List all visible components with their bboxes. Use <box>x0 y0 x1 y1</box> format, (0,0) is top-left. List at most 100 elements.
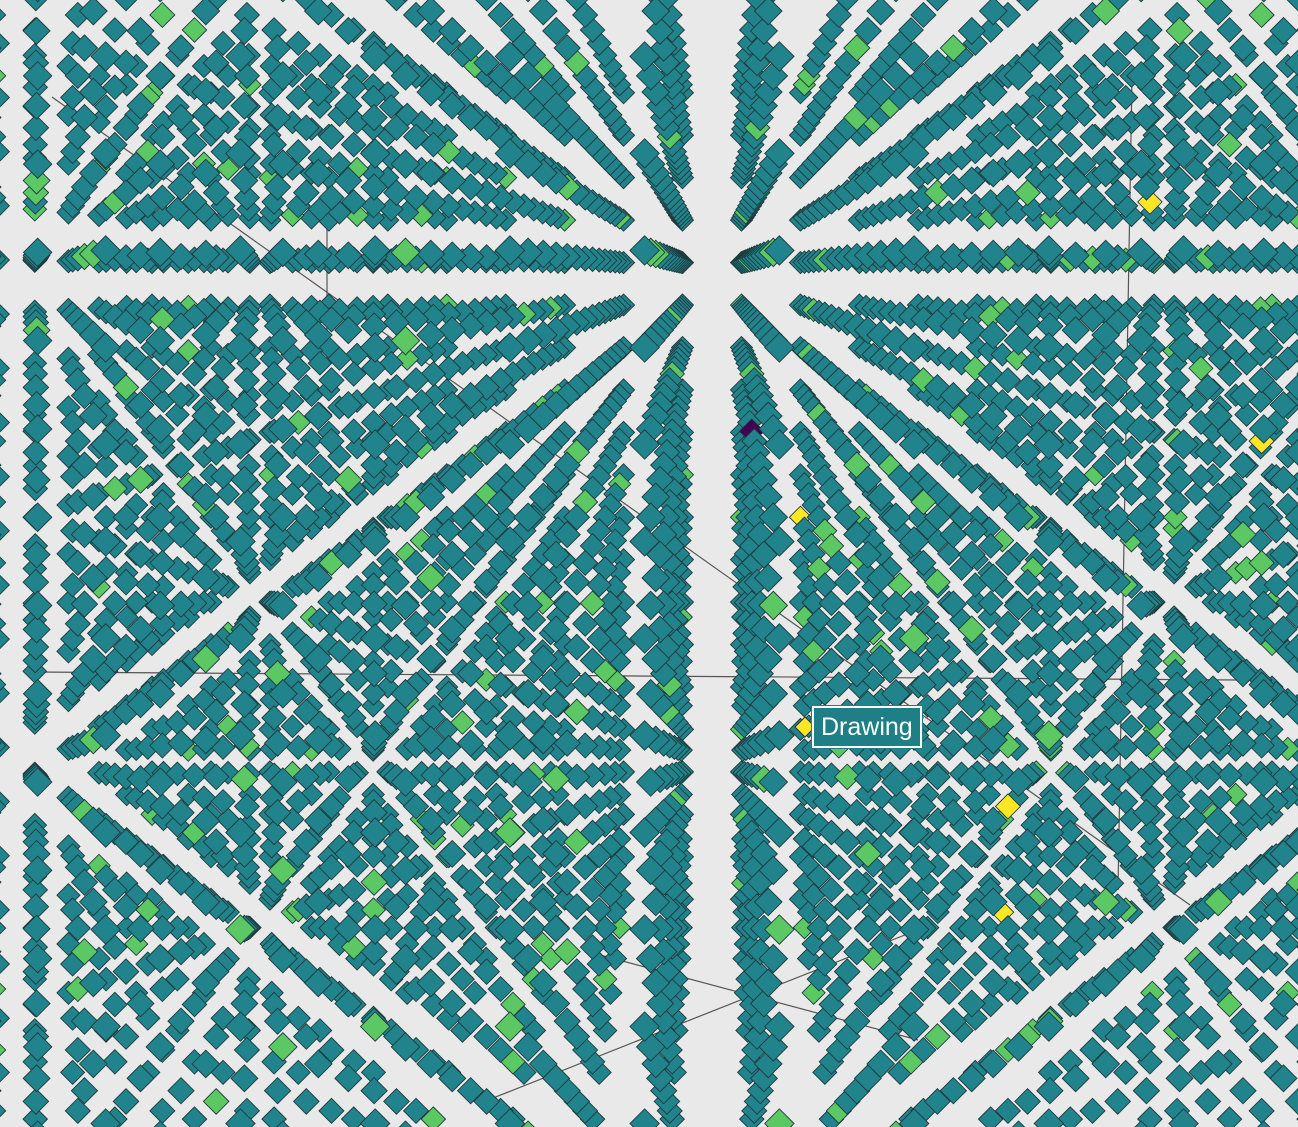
cube[interactable] <box>416 482 446 512</box>
cube[interactable] <box>1194 114 1222 142</box>
cube[interactable] <box>957 690 986 719</box>
cube[interactable] <box>1104 698 1132 726</box>
cube[interactable] <box>887 897 913 923</box>
cube[interactable] <box>416 0 446 26</box>
cube[interactable] <box>334 316 363 345</box>
cube[interactable] <box>225 235 256 266</box>
cube[interactable] <box>1004 1120 1032 1127</box>
cube[interactable] <box>1057 590 1084 617</box>
cube[interactable] <box>22 91 51 120</box>
cube[interactable] <box>818 647 845 674</box>
cube[interactable] <box>60 139 86 165</box>
cube[interactable] <box>898 1108 930 1127</box>
cube[interactable] <box>473 1088 501 1115</box>
cube[interactable] <box>473 1023 501 1050</box>
cube[interactable] <box>360 355 387 381</box>
cube[interactable] <box>22 893 50 921</box>
cube[interactable] <box>181 189 208 215</box>
cube[interactable] <box>1033 332 1065 363</box>
cube[interactable] <box>542 914 571 943</box>
cube[interactable] <box>592 607 618 633</box>
cube[interactable] <box>416 158 446 188</box>
cube[interactable] <box>528 482 558 512</box>
cube[interactable] <box>22 465 51 494</box>
cube[interactable] <box>294 0 320 12</box>
cube[interactable] <box>1126 502 1156 533</box>
cube[interactable] <box>23 1120 51 1127</box>
cube[interactable] <box>977 533 1004 559</box>
cube[interactable] <box>225 41 256 72</box>
cube[interactable] <box>978 482 1008 512</box>
cube[interactable] <box>1003 414 1034 444</box>
cube[interactable] <box>126 540 155 569</box>
cube[interactable] <box>1229 1076 1257 1105</box>
cube[interactable] <box>167 173 195 201</box>
cube[interactable] <box>0 800 2 826</box>
cube[interactable] <box>261 475 287 502</box>
cube[interactable] <box>753 887 783 917</box>
cube[interactable] <box>191 77 221 107</box>
cube[interactable] <box>378 607 404 633</box>
cube[interactable] <box>1168 429 1199 460</box>
cube[interactable] <box>1079 793 1106 820</box>
cube[interactable] <box>1091 887 1121 917</box>
cube[interactable] <box>135 897 161 923</box>
cube[interactable] <box>359 623 391 654</box>
cube[interactable] <box>70 173 99 201</box>
cube[interactable] <box>0 243 2 269</box>
cube[interactable] <box>378 350 404 376</box>
cube[interactable] <box>487 671 514 698</box>
cube[interactable] <box>843 520 871 549</box>
cube[interactable] <box>898 623 930 654</box>
cube[interactable] <box>383 698 410 726</box>
cube[interactable] <box>456 520 485 549</box>
cube[interactable] <box>416 725 446 755</box>
cube[interactable] <box>1126 325 1156 356</box>
cube[interactable] <box>261 189 287 215</box>
cube[interactable] <box>487 854 514 881</box>
cube[interactable] <box>843 34 871 62</box>
cube[interactable] <box>853 914 882 943</box>
cube[interactable] <box>1165 166 1194 195</box>
cube[interactable] <box>22 16 51 45</box>
cube[interactable] <box>102 991 128 1018</box>
cube[interactable] <box>494 526 526 557</box>
cube[interactable] <box>0 452 2 478</box>
cube[interactable] <box>1284 633 1298 661</box>
cube[interactable] <box>450 966 475 992</box>
cube[interactable] <box>629 526 660 557</box>
cube[interactable] <box>22 1032 53 1062</box>
cube[interactable] <box>1100 427 1125 452</box>
cube[interactable] <box>898 235 930 266</box>
cube[interactable] <box>292 1023 320 1050</box>
cube[interactable] <box>167 729 195 757</box>
cube[interactable] <box>225 138 256 169</box>
cube[interactable] <box>513 767 543 797</box>
cube[interactable] <box>112 49 140 77</box>
cube[interactable] <box>420 934 447 961</box>
cube[interactable] <box>402 610 430 637</box>
cube[interactable] <box>181 762 208 789</box>
cube[interactable] <box>818 590 845 617</box>
cube[interactable] <box>1036 173 1064 201</box>
cube[interactable] <box>1163 62 1191 89</box>
cube[interactable] <box>586 897 612 923</box>
cube[interactable] <box>1229 34 1257 62</box>
cube[interactable] <box>164 504 190 530</box>
cube[interactable] <box>521 658 547 684</box>
cube[interactable] <box>764 1108 795 1127</box>
cube[interactable] <box>1168 1108 1199 1127</box>
cube[interactable] <box>268 502 298 533</box>
cube[interactable] <box>0 429 7 454</box>
cube[interactable] <box>1072 590 1097 615</box>
cube[interactable] <box>1248 855 1279 886</box>
cube[interactable] <box>90 623 122 654</box>
cube[interactable] <box>318 671 345 698</box>
cube[interactable] <box>334 765 363 794</box>
cube[interactable] <box>494 235 526 266</box>
cube[interactable] <box>233 488 261 516</box>
cube[interactable] <box>191 158 221 188</box>
cube[interactable] <box>334 989 363 1018</box>
cube[interactable] <box>513 60 543 91</box>
cube[interactable] <box>360 659 388 688</box>
